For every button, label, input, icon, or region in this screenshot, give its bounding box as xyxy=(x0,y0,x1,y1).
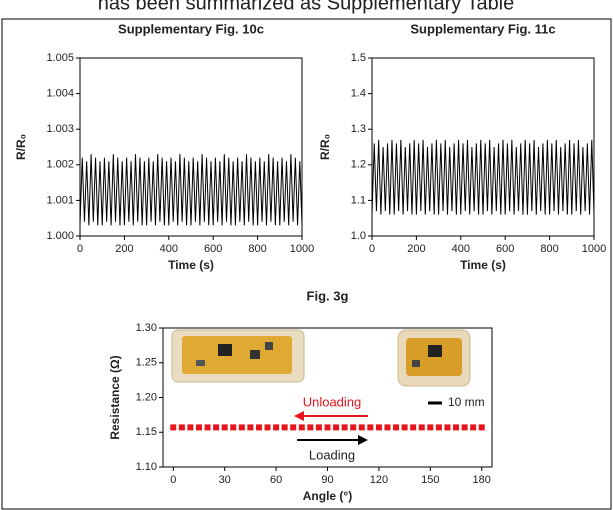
x-tick-label: 180 xyxy=(473,474,491,486)
data-point xyxy=(375,424,382,431)
data-point xyxy=(281,424,288,431)
data-point xyxy=(298,424,305,431)
data-point xyxy=(315,424,322,431)
y-axis-label: R/R₀ xyxy=(318,134,332,160)
plot-frame xyxy=(79,57,303,237)
loading-arrowhead xyxy=(358,435,368,445)
x-axis-label: Time (s) xyxy=(168,258,214,272)
data-point xyxy=(333,424,340,431)
x-tick-label: 1000 xyxy=(290,243,314,255)
device-photo xyxy=(171,329,305,383)
header-text: has been summarized as Supplementary Tab… xyxy=(98,0,515,14)
x-tick-label: 60 xyxy=(270,474,282,486)
plot-frame xyxy=(162,327,493,468)
data-point xyxy=(307,424,314,431)
data-point xyxy=(470,424,477,431)
x-tick-label: 30 xyxy=(219,474,231,486)
data-point xyxy=(324,424,331,431)
y-tick-label: 1.004 xyxy=(46,88,74,100)
data-point xyxy=(187,424,194,431)
y-axis-label: R/R₀ xyxy=(14,134,28,160)
device-photo xyxy=(397,329,471,387)
x-axis-label: Angle (°) xyxy=(303,489,352,503)
data-point xyxy=(255,424,262,431)
data-point xyxy=(238,424,245,431)
y-tick-label: 1.25 xyxy=(136,357,157,369)
data-point xyxy=(204,424,211,431)
y-tick-label: 1.2 xyxy=(351,159,366,171)
data-point xyxy=(453,424,460,431)
data-point xyxy=(178,424,185,431)
x-tick-label: 0 xyxy=(77,243,83,255)
data-point xyxy=(290,424,297,431)
data-point xyxy=(341,424,348,431)
y-axis-label: Resistance (Ω) xyxy=(108,355,122,439)
y-tick-label: 1.10 xyxy=(136,461,157,473)
data-point xyxy=(273,424,280,431)
data-point xyxy=(478,424,485,431)
data-point xyxy=(435,424,442,431)
x-tick-label: 0 xyxy=(369,243,375,255)
y-tick-label: 1.000 xyxy=(46,230,74,242)
data-point xyxy=(401,424,408,431)
x-tick-label: 120 xyxy=(370,474,388,486)
data-point xyxy=(384,424,391,431)
annotation: 10 mm xyxy=(448,395,485,409)
y-tick-label: 1.4 xyxy=(351,88,366,100)
x-tick-label: 1000 xyxy=(582,243,606,255)
data-point xyxy=(195,424,202,431)
data-line xyxy=(79,154,303,226)
figure-border xyxy=(1,18,612,510)
y-tick-label: 1.001 xyxy=(46,194,74,206)
y-tick-label: 1.5 xyxy=(351,52,366,64)
y-tick-label: 1.3 xyxy=(351,123,366,135)
data-point xyxy=(444,424,451,431)
x-tick-label: 600 xyxy=(204,243,222,255)
data-point xyxy=(264,424,271,431)
chart-title: Supplementary Fig. 10c xyxy=(118,21,264,36)
chart-title: Supplementary Fig. 11c xyxy=(410,21,555,36)
chart-title: Fig. 3g xyxy=(307,288,349,303)
annotation: Loading xyxy=(309,447,355,462)
y-tick-label: 1.002 xyxy=(46,159,74,171)
y-tick-label: 1.0 xyxy=(351,230,366,242)
x-tick-label: 200 xyxy=(115,243,133,255)
y-tick-label: 1.005 xyxy=(46,52,74,64)
plot-frame xyxy=(371,57,595,237)
x-axis-label: Time (s) xyxy=(460,258,506,272)
x-tick-label: 800 xyxy=(540,243,558,255)
x-tick-label: 400 xyxy=(160,243,178,255)
x-tick-label: 400 xyxy=(452,243,470,255)
y-tick-label: 1.1 xyxy=(351,194,366,206)
annotation: Unloading xyxy=(303,394,362,409)
x-tick-label: 200 xyxy=(407,243,425,255)
data-point xyxy=(367,424,374,431)
data-point xyxy=(410,424,417,431)
y-tick-label: 1.003 xyxy=(46,123,74,135)
data-point xyxy=(221,424,228,431)
x-tick-label: 0 xyxy=(170,474,176,486)
data-point xyxy=(213,424,220,431)
data-point xyxy=(350,424,357,431)
x-tick-label: 600 xyxy=(496,243,514,255)
data-point xyxy=(170,424,177,431)
data-point xyxy=(358,424,365,431)
x-tick-label: 150 xyxy=(421,474,439,486)
data-point xyxy=(461,424,468,431)
unloading-arrowhead xyxy=(294,411,304,421)
data-point xyxy=(418,424,425,431)
y-tick-label: 1.20 xyxy=(136,391,157,403)
data-point xyxy=(427,424,434,431)
y-tick-label: 1.30 xyxy=(136,322,157,334)
y-tick-label: 1.15 xyxy=(136,426,157,438)
data-line xyxy=(371,139,595,215)
data-point xyxy=(230,424,237,431)
data-point xyxy=(393,424,400,431)
x-tick-label: 800 xyxy=(248,243,266,255)
x-tick-label: 90 xyxy=(321,474,333,486)
data-point xyxy=(247,424,254,431)
